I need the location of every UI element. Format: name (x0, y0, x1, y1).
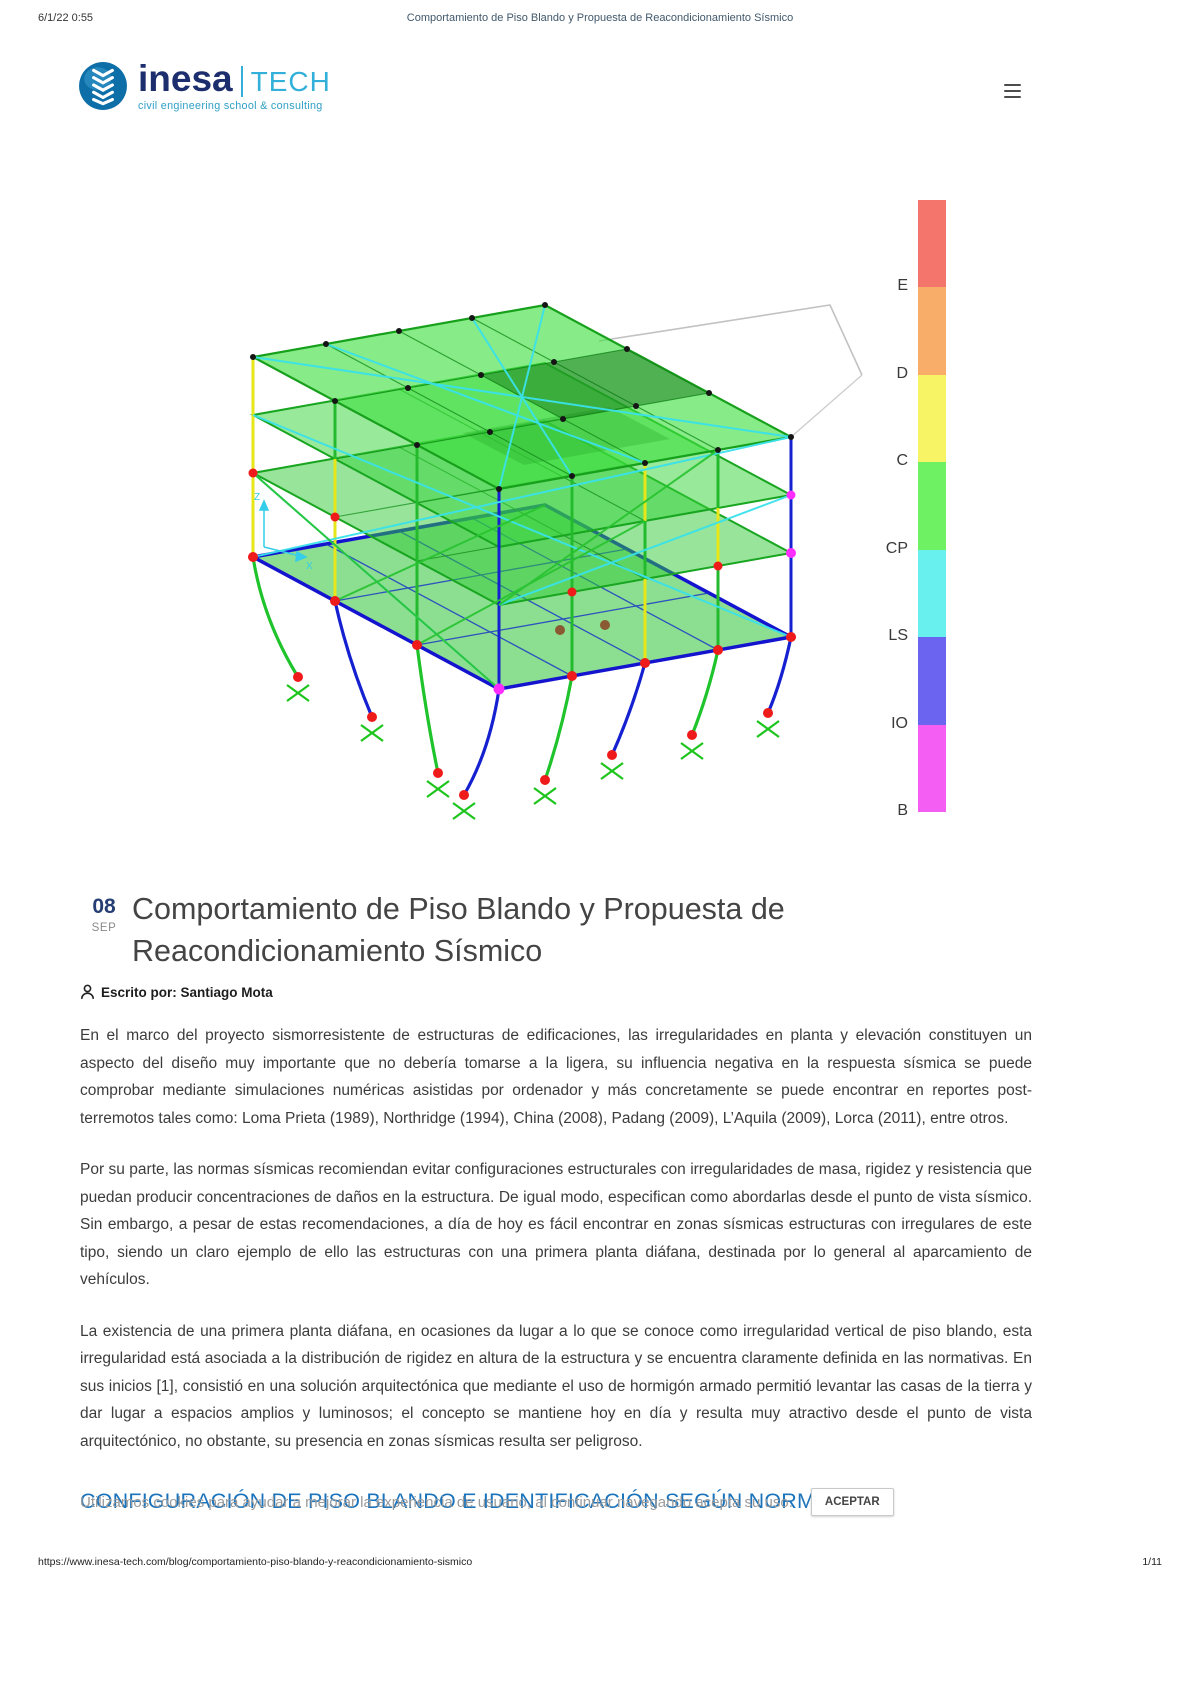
cookie-bar: Utilizamos cookies para ayudar a mejorar… (80, 1488, 1120, 1516)
axes-icon: Z X (254, 492, 313, 572)
legend-label-b: B (897, 801, 908, 819)
paragraph-1: En el marco del proyecto sismorresistent… (80, 1027, 1032, 1127)
hinge-dots-magenta (493, 490, 796, 695)
site-logo[interactable]: inesa TECH civil engineering school & con… (78, 60, 331, 112)
legend-row: IO (868, 637, 946, 732)
author-row: Escrito por: Santiago Mota (80, 984, 273, 1000)
legend-swatch-ls (918, 549, 946, 638)
legend-label-cp: CP (885, 539, 908, 557)
legend-row: CP (868, 462, 946, 557)
article-body: En el marco del proyecto sismorresistent… (80, 1022, 1032, 1514)
legend-label-e: E (897, 277, 908, 295)
svg-text:Z: Z (254, 492, 260, 503)
logo-text-block: inesa TECH civil engineering school & con… (138, 60, 331, 112)
ground-columns (251, 556, 793, 796)
site-header: inesa TECH civil engineering school & con… (78, 60, 1122, 120)
joint-dots (250, 302, 794, 492)
print-url: https://www.inesa-tech.com/blog/comporta… (38, 1556, 473, 1568)
print-datetime: 6/1/22 0:55 (38, 12, 94, 24)
person-icon (80, 984, 95, 1000)
paragraph-3: La existencia de una primera planta diáf… (80, 1322, 1032, 1450)
cookie-message: Utilizamos cookies para ayudar a mejorar… (80, 1493, 793, 1511)
legend-swatch-io (918, 637, 946, 725)
author-text: Escrito por: Santiago Mota (101, 984, 273, 1000)
logo-wordmark: inesa (138, 58, 233, 99)
legend-row: B (868, 724, 946, 819)
legend-label-io: IO (891, 714, 908, 732)
print-doc-title: Comportamiento de Piso Blando y Propuest… (406, 12, 794, 24)
hamburger-menu-icon[interactable] (1002, 82, 1024, 100)
ghost-wireframe (598, 304, 863, 438)
hinge-dots-brown (555, 620, 610, 635)
hinge-dots-red (248, 468, 796, 800)
print-header: 6/1/22 0:55 Comportamiento de Piso Bland… (0, 12, 1200, 32)
legend-label-ls: LS (888, 627, 908, 645)
print-page-indicator: 1/11 (1142, 1556, 1162, 1568)
diagonal-braces (252, 304, 792, 690)
accept-cookies-button[interactable]: ACEPTAR (810, 1488, 894, 1516)
legend-label-c: C (896, 452, 908, 470)
article-date-month: SEP (91, 922, 117, 934)
legend-row: D (868, 287, 946, 382)
legend-swatch-b (918, 724, 946, 812)
logo-icon (79, 61, 127, 110)
legend-swatch-d (918, 287, 946, 375)
hinge-state-legend: E D C CP LS IO (868, 200, 946, 819)
logo-tagline: civil engineering school & consulting (138, 100, 323, 112)
logo-suffix: TECH (240, 66, 331, 97)
structural-model-figure: Z X (247, 302, 863, 820)
svg-text:X: X (306, 561, 313, 572)
legend-swatch-e (918, 200, 946, 288)
article-date-day: 08 (92, 895, 116, 918)
article-date-badge: 08 SEP (84, 895, 124, 934)
paragraph-2: Por su parte, las normas sísmicas recomi… (80, 1161, 1032, 1288)
legend-row: C (868, 374, 946, 469)
print-footer: https://www.inesa-tech.com/blog/comporta… (38, 1556, 1162, 1568)
article-title: Comportamiento de Piso Blando y Propuest… (132, 892, 785, 969)
section-heading: CONFIGURACIÓN DE PISO BLANDO E IDENTIFIC… (80, 1489, 890, 1513)
support-symbols (286, 684, 780, 820)
upper-columns (251, 357, 793, 689)
legend-row: E (868, 200, 946, 294)
legend-row: LS (868, 549, 946, 644)
legend-label-d: D (896, 364, 908, 382)
legend-swatch-c (918, 374, 946, 463)
legend-swatch-cp (918, 462, 946, 550)
